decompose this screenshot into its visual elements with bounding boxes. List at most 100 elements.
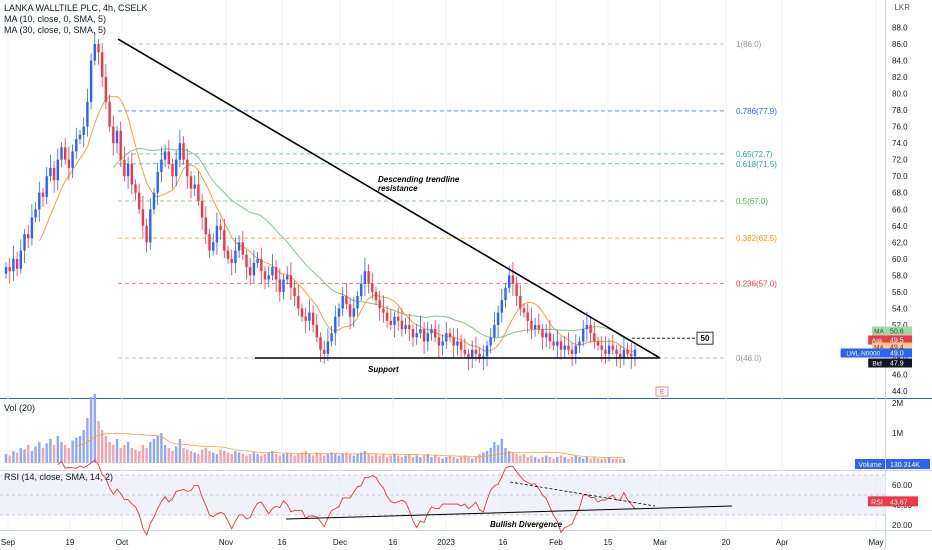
candle-body [41, 192, 45, 197]
rsi-panel-title[interactable]: RSI (14, close, SMA, 14, 2) [4, 472, 114, 482]
price-tick-label: 46.0 [892, 371, 908, 380]
price-tick-label: 84.0 [892, 57, 908, 66]
volume-bar [27, 445, 30, 463]
volume-bar [282, 454, 285, 463]
volume-bar [115, 439, 119, 463]
candle-body [163, 151, 167, 160]
candle-body [171, 163, 174, 177]
volume-badge-value: 130.314K [890, 462, 920, 469]
volume-bar [545, 455, 548, 463]
candle-body [119, 130, 122, 160]
candle-body [382, 308, 385, 313]
volume-bar [12, 451, 15, 463]
price-tick-label: 58.0 [892, 271, 908, 280]
volume-bar [611, 459, 614, 463]
candle-body [249, 267, 252, 276]
candle-body [334, 316, 337, 334]
volume-badge-value-bg [886, 459, 930, 469]
rsi-badge-label: RSI [871, 499, 883, 506]
volume-bar [101, 430, 104, 463]
price-badges: Volume 130.314K RSI 43.67 MA 50.6 Ask 49.5 MA 49.… [840, 326, 930, 507]
volume-bar [186, 449, 189, 463]
candle-body [496, 312, 500, 325]
candle-body [245, 254, 248, 268]
candle-body [178, 143, 182, 160]
volume-panel-title[interactable]: Vol (20) [4, 403, 36, 413]
candle-body [574, 345, 577, 354]
currency-label[interactable]: LKR [894, 3, 910, 12]
candle-body [256, 258, 259, 263]
price-tick-label: 54.0 [892, 304, 908, 313]
price-badge-value-bg [886, 342, 912, 352]
volume-bar [8, 455, 11, 463]
volume-bar [334, 454, 337, 463]
fib-level-label: 0(48.0) [736, 354, 762, 363]
candle-body [563, 345, 566, 350]
fib-level-label: 0.618(71.5) [736, 160, 777, 169]
candle-body [49, 167, 52, 177]
candle-body [430, 329, 433, 334]
time-tick-label: Dec [333, 538, 347, 547]
candle-body [64, 147, 67, 160]
candle-body [252, 262, 256, 276]
volume-badge-label: Volume [858, 462, 881, 469]
candle-body [108, 101, 111, 127]
volume-bar [52, 445, 56, 463]
candle-body [459, 341, 463, 350]
candle-body [123, 159, 126, 177]
time-tick-label: 16 [499, 538, 508, 547]
price-tick-label: 80.0 [892, 90, 908, 99]
candle-body [397, 316, 400, 321]
target-box [696, 331, 714, 345]
volume-bar [226, 452, 230, 463]
volume-bar [197, 454, 200, 463]
descending-trendline [117, 38, 661, 359]
volume-bar [604, 458, 607, 463]
candle-body [101, 52, 104, 78]
volume-bar [293, 455, 296, 463]
candle-body [182, 143, 185, 160]
candle-body [234, 250, 237, 263]
price-tick-label: 52.0 [892, 321, 908, 330]
ma10-legend[interactable]: MA (10, close, 0, SMA, 5) [4, 14, 107, 24]
ma30-legend[interactable]: MA (30, close, 0, SMA, 5) [4, 25, 107, 35]
volume-bar [482, 452, 485, 463]
price-tick-label: 88.0 [892, 23, 908, 32]
candle-body [52, 167, 56, 181]
volume-bar [15, 452, 19, 463]
candle-body [86, 101, 89, 127]
candle-body [367, 271, 370, 284]
time-tick-label: Oct [116, 538, 129, 547]
candle-body [371, 283, 374, 292]
volume-bar [352, 455, 355, 463]
volume-bar [219, 449, 222, 463]
candle-body [530, 320, 533, 330]
candle-body [348, 304, 352, 317]
rsi-badge-bg [868, 496, 886, 507]
candle-body [304, 316, 307, 321]
candle-body [15, 258, 19, 269]
candle-body [330, 333, 333, 342]
volume-bar [411, 457, 415, 463]
volume-bar [178, 439, 182, 463]
volume-bar [112, 445, 115, 463]
volume-bar [559, 455, 563, 463]
candle-body [519, 296, 522, 309]
volume-tick-label: 1M [892, 429, 903, 438]
volume-bar [363, 451, 367, 463]
candle-body [300, 308, 304, 317]
candle-body [419, 329, 422, 334]
candle-body [215, 225, 219, 243]
volume-bar [437, 457, 441, 463]
candle-body [219, 225, 222, 230]
candle-body [374, 291, 378, 301]
volume-bar [256, 454, 259, 463]
candle-body [289, 275, 293, 288]
trendline-annotation: Descending trendline [378, 175, 460, 184]
volume-bar [408, 454, 411, 463]
symbol-title[interactable]: LANKA WALLTILE PLC, 4h, CSELK [4, 3, 148, 13]
candle-body [230, 258, 233, 263]
volume-bar [422, 455, 426, 463]
candle-body [526, 312, 529, 321]
moving-averages [38, 95, 636, 353]
